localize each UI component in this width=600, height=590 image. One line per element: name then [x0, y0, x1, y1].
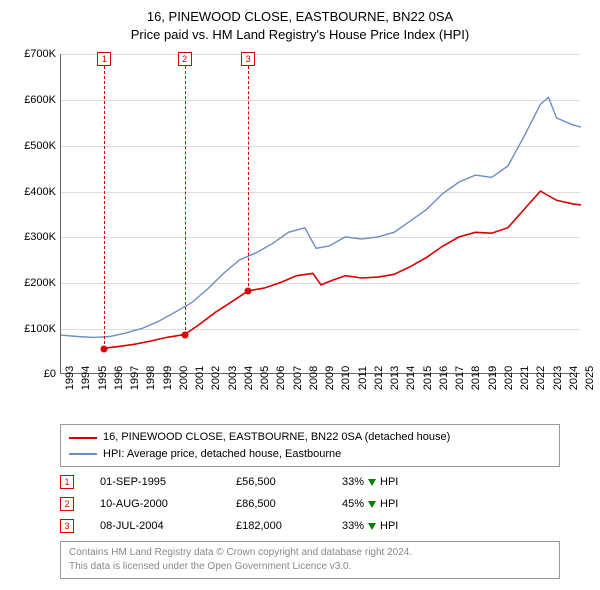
xtick-label: 2008 — [308, 366, 320, 390]
marker-box: 3 — [241, 52, 255, 66]
event-delta-vs: HPI — [380, 520, 398, 532]
xtick-label: 2016 — [438, 366, 450, 390]
series-property — [104, 191, 581, 348]
chart-subtitle: Price paid vs. HM Land Registry's House … — [12, 26, 588, 44]
xtick-label: 2011 — [357, 367, 369, 391]
event-price: £56,500 — [236, 476, 316, 488]
xtick-label: 2018 — [470, 366, 482, 390]
legend-box: 16, PINEWOOD CLOSE, EASTBOURNE, BN22 0SA… — [60, 424, 560, 467]
xtick-label: 2000 — [178, 366, 190, 390]
chart-lines — [61, 54, 580, 373]
marker-dot — [245, 288, 252, 295]
xtick-label: 2004 — [243, 366, 255, 390]
event-date: 10-AUG-2000 — [100, 498, 210, 510]
attribution-line-1: Contains HM Land Registry data © Crown c… — [69, 546, 551, 560]
legend-label: HPI: Average price, detached house, East… — [103, 446, 341, 463]
event-price: £182,000 — [236, 520, 316, 532]
xtick-label: 2014 — [405, 366, 417, 390]
xtick-label: 2003 — [227, 366, 239, 390]
event-price: £86,500 — [236, 498, 316, 510]
attribution-box: Contains HM Land Registry data © Crown c… — [60, 541, 560, 579]
chart-title: 16, PINEWOOD CLOSE, EASTBOURNE, BN22 0SA — [12, 8, 588, 26]
marker-box: 1 — [97, 52, 111, 66]
event-date: 08-JUL-2004 — [100, 520, 210, 532]
xtick-label: 2015 — [422, 366, 434, 390]
legend-label: 16, PINEWOOD CLOSE, EASTBOURNE, BN22 0SA… — [103, 429, 450, 446]
event-row: 1 01-SEP-1995 £56,500 33% HPI — [60, 475, 560, 489]
xtick-label: 2021 — [519, 366, 531, 390]
ytick-label: £700K — [24, 48, 56, 60]
event-row: 3 08-JUL-2004 £182,000 33% HPI — [60, 519, 560, 533]
xtick-label: 2025 — [584, 366, 596, 390]
xtick-label: 2012 — [373, 366, 385, 390]
ytick-label: £200K — [24, 277, 56, 289]
xtick-label: 2022 — [535, 366, 547, 390]
event-number-box: 2 — [60, 497, 74, 511]
event-delta: 45% HPI — [342, 498, 398, 510]
xtick-label: 1997 — [129, 366, 141, 390]
xtick-label: 1999 — [162, 366, 174, 390]
attribution-line-2: This data is licensed under the Open Gov… — [69, 560, 551, 574]
xtick-label: 1998 — [145, 366, 157, 390]
event-number-box: 3 — [60, 519, 74, 533]
marker-line — [104, 66, 105, 348]
xtick-label: 1996 — [113, 366, 125, 390]
legend-swatch — [69, 453, 97, 455]
xtick-label: 1994 — [80, 366, 92, 390]
xtick-label: 2013 — [389, 366, 401, 390]
marker-dot — [181, 331, 188, 338]
event-delta-vs: HPI — [380, 498, 398, 510]
event-delta-pct: 33% — [342, 520, 364, 532]
arrow-down-icon — [368, 501, 376, 508]
xtick-label: 2020 — [503, 366, 515, 390]
arrow-down-icon — [368, 479, 376, 486]
ytick-label: £100K — [24, 323, 56, 335]
xtick-label: 2010 — [340, 366, 352, 390]
marker-box: 2 — [178, 52, 192, 66]
xtick-label: 2019 — [487, 366, 499, 390]
marker-line — [248, 66, 249, 291]
xtick-label: 2002 — [210, 366, 222, 390]
event-delta: 33% HPI — [342, 520, 398, 532]
xtick-label: 2007 — [292, 366, 304, 390]
xtick-label: 2023 — [552, 366, 564, 390]
ytick-label: £0 — [44, 368, 56, 380]
xtick-label: 2006 — [275, 366, 287, 390]
xtick-label: 1993 — [64, 366, 76, 390]
legend-swatch — [69, 437, 97, 439]
plot-region: 1 2 3 — [60, 54, 580, 374]
series-hpi — [61, 98, 581, 338]
event-delta-vs: HPI — [380, 476, 398, 488]
ytick-label: £600K — [24, 94, 56, 106]
event-row: 2 10-AUG-2000 £86,500 45% HPI — [60, 497, 560, 511]
marker-line — [185, 66, 186, 334]
event-delta-pct: 45% — [342, 498, 364, 510]
xtick-label: 2009 — [324, 366, 336, 390]
xtick-label: 2017 — [454, 366, 466, 390]
xtick-label: 2005 — [259, 366, 271, 390]
xtick-label: 2024 — [568, 366, 580, 390]
events-table: 1 01-SEP-1995 £56,500 33% HPI 2 10-AUG-2000 £86… — [60, 475, 560, 533]
ytick-label: £500K — [24, 140, 56, 152]
legend-row: HPI: Average price, detached house, East… — [69, 446, 551, 463]
xtick-label: 1995 — [97, 366, 109, 390]
figure-container: 16, PINEWOOD CLOSE, EASTBOURNE, BN22 0SA… — [0, 0, 600, 590]
event-delta-pct: 33% — [342, 476, 364, 488]
event-delta: 33% HPI — [342, 476, 398, 488]
ytick-label: £400K — [24, 186, 56, 198]
event-number-box: 1 — [60, 475, 74, 489]
event-date: 01-SEP-1995 — [100, 476, 210, 488]
marker-dot — [101, 345, 108, 352]
chart-area: £0 £100K £200K £300K £400K £500K £600K £700K 1 2… — [12, 50, 588, 420]
ytick-label: £300K — [24, 231, 56, 243]
arrow-down-icon — [368, 523, 376, 530]
xtick-label: 2001 — [194, 366, 206, 390]
legend-row: 16, PINEWOOD CLOSE, EASTBOURNE, BN22 0SA… — [69, 429, 551, 446]
